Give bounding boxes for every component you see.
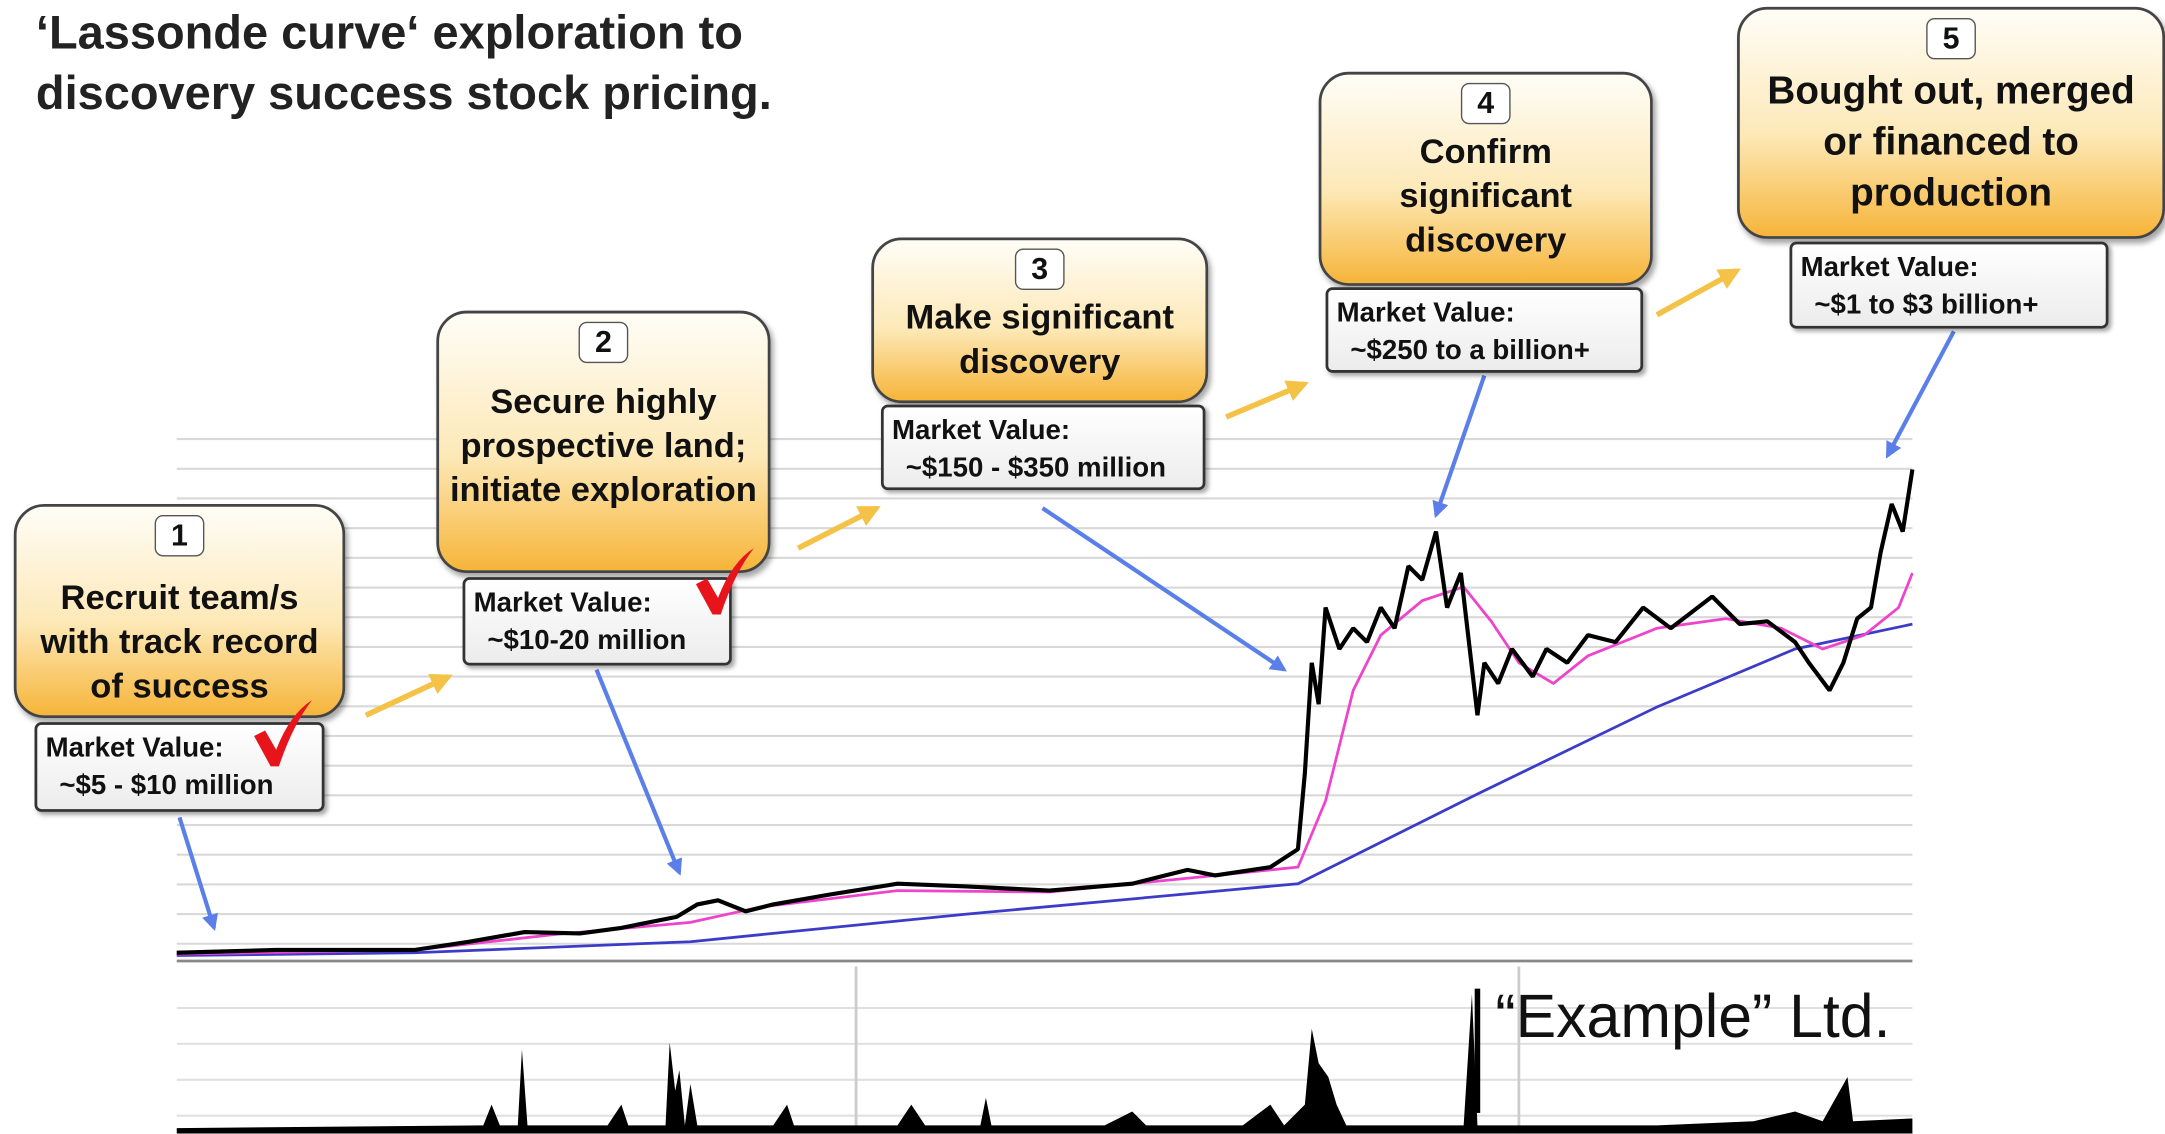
market-value: ~$1 to $3 billion+	[1814, 289, 2039, 321]
market-value-box: Market Value: ~$150 - $350 million	[880, 404, 1206, 491]
stage-label: Make significant discovery	[905, 298, 1175, 382]
stage-label: Secure highly prospective land; initiate…	[449, 382, 757, 510]
checkmark	[695, 548, 754, 615]
stage-box: 2 Secure highly prospective land; initiat…	[436, 310, 771, 574]
company-label: “Example” Ltd.	[1495, 983, 1891, 1051]
pointer-arrows	[177, 330, 1956, 932]
market-value: ~$5 - $10 million	[59, 770, 274, 801]
stage-label: Bought out, merged or financed to produc…	[1767, 69, 2135, 215]
stage-number: 2	[578, 321, 629, 364]
market-value-label: Market Value:	[891, 415, 1071, 446]
market-value-label: Market Value:	[45, 733, 224, 764]
stage-box: 3 Make significant discovery	[871, 237, 1209, 404]
market-value-box: Market Value: ~$1 to $3 billion+	[1789, 241, 2109, 329]
long-average	[176, 622, 1913, 957]
market-value-label: Market Value:	[1336, 298, 1515, 329]
market-value: ~$250 to a billion+	[1350, 335, 1590, 366]
stage-box: 4 Confirm significant discovery	[1318, 71, 1653, 286]
market-value-box: Market Value: ~$10-20 million	[462, 577, 732, 666]
market-value-label: Market Value:	[473, 588, 652, 619]
price	[176, 469, 1915, 955]
market-value-box: Market Value: ~$5 - $10 million	[34, 722, 325, 812]
title: ‘Lassonde curve‘ exploration to discover…	[36, 3, 772, 125]
stage-number: 4	[1460, 82, 1511, 125]
stage-number: 3	[1014, 248, 1065, 290]
title-line: ‘Lassonde curve‘ exploration to	[35, 6, 743, 60]
short-average	[176, 572, 1914, 956]
progress-arrows	[364, 268, 1741, 718]
stage-number: 5	[1926, 17, 1976, 60]
checkmark	[254, 700, 313, 767]
stage-box: 1 Recruit team/s with track record of suc…	[13, 503, 346, 719]
stage-label: Confirm significant discovery	[1399, 132, 1573, 260]
label-bar	[1474, 988, 1481, 1113]
market-value-label: Market Value:	[1800, 252, 1979, 284]
title-line: discovery success stock pricing.	[35, 67, 772, 121]
market-value-box: Market Value: ~$250 to a billion+	[1325, 287, 1644, 373]
stage-number: 1	[154, 515, 205, 557]
checkmark-shape	[695, 548, 754, 615]
stage-label: Recruit team/s with track record of succ…	[40, 578, 319, 706]
market-value: ~$10-20 million	[487, 625, 687, 656]
stage-box: 5 Bought out, merged or financed to produ…	[1737, 6, 2165, 239]
market-value: ~$150 - $350 million	[905, 452, 1166, 484]
checkmark-shape	[254, 700, 313, 767]
